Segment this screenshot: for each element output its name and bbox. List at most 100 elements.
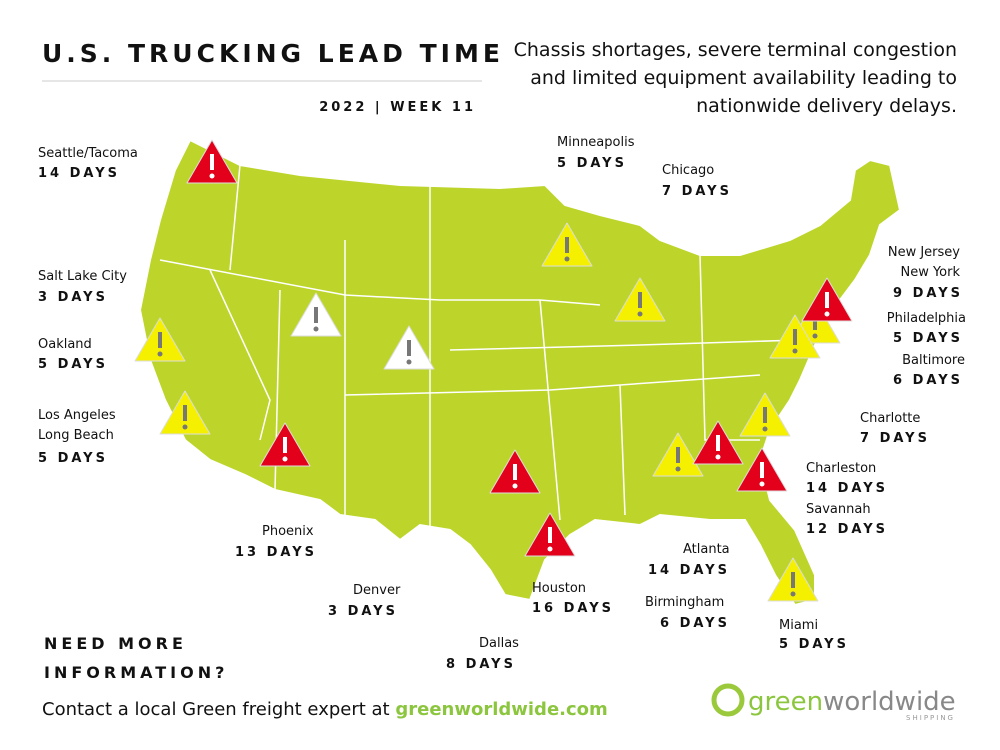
warning-icon <box>767 557 819 602</box>
warning-bar <box>763 407 767 423</box>
city-name: Los Angeles <box>38 408 116 423</box>
warning-bar <box>793 329 797 345</box>
lead-time: 6 DAYS <box>660 616 730 631</box>
logo-green: green <box>748 687 823 717</box>
city-name: Minneapolis <box>557 135 635 150</box>
warning-bar <box>565 237 569 253</box>
lead-time: 7 DAYS <box>662 184 732 199</box>
warning-dot <box>313 326 319 332</box>
warning-dot <box>675 466 681 472</box>
warning-icon <box>290 292 342 337</box>
city-name: Charlotte <box>860 411 920 426</box>
city-labels: Seattle/Tacoma 14 DAYS Salt Lake City 3 DAY… <box>38 135 966 672</box>
warning-icon <box>134 317 186 362</box>
lead-time: 3 DAYS <box>38 290 108 305</box>
city-name: Birmingham <box>645 595 724 610</box>
city-name: Savannah <box>806 502 871 517</box>
warning-dot <box>715 454 721 460</box>
warning-dot <box>790 591 796 597</box>
logo-text: greenworldwide <box>748 687 956 717</box>
title: U.S. TRUCKING LEAD TIME <box>42 39 504 68</box>
contact-text: Contact a local Green freight expert at <box>42 699 395 720</box>
lead-time: 14 DAYS <box>38 166 120 181</box>
lead-time: 5 DAYS <box>779 637 849 652</box>
logo-mark <box>711 683 745 717</box>
warning-icon <box>489 449 541 494</box>
warning-dot <box>209 173 215 179</box>
warning-icon <box>692 420 744 465</box>
lead-time: 13 DAYS <box>235 545 317 560</box>
warning-icon <box>541 222 593 267</box>
warning-bar <box>638 292 642 308</box>
warning-dot <box>282 456 288 462</box>
lead-time: 8 DAYS <box>446 657 516 672</box>
warning-dot <box>792 348 798 354</box>
lead-time: 16 DAYS <box>532 601 614 616</box>
warning-icon <box>769 314 821 359</box>
warning-icons <box>134 139 853 602</box>
description: Chassis shortages, severe terminal conge… <box>514 39 957 117</box>
warning-icon <box>614 277 666 322</box>
warning-bar <box>716 435 720 451</box>
city-name: Phoenix <box>262 524 314 539</box>
warning-bar <box>760 462 764 478</box>
warning-icon <box>801 277 853 322</box>
city-name: Long Beach <box>38 428 114 443</box>
lead-time: 5 DAYS <box>557 156 627 171</box>
warning-dot <box>759 481 765 487</box>
warning-dot <box>406 359 412 365</box>
contact: Contact a local Green freight expert at … <box>42 699 608 720</box>
city-name: Denver <box>353 583 401 598</box>
us-map <box>138 138 902 607</box>
lead-time: 5 DAYS <box>893 331 963 346</box>
lead-time: 9 DAYS <box>893 286 963 301</box>
warning-bar <box>548 527 552 543</box>
lead-time: 5 DAYS <box>38 451 108 466</box>
city-name: Salt Lake City <box>38 269 127 284</box>
warning-dot <box>762 426 768 432</box>
city-name: Chicago <box>662 163 714 178</box>
warning-dot <box>564 256 570 262</box>
warning-dot <box>812 333 818 339</box>
city-name: Oakland <box>38 337 92 352</box>
week: 2022 | WEEK 11 <box>319 100 476 115</box>
description-line: nationwide delivery delays. <box>696 95 957 117</box>
warning-icon <box>739 392 791 437</box>
logo-sub: SHIPPING <box>906 714 955 722</box>
footer: NEED MORE INFORMATION? Contact a local G… <box>42 634 608 720</box>
warning-bar <box>210 154 214 170</box>
warning-bar <box>183 405 187 421</box>
city-name: New York <box>900 265 960 280</box>
state-lines <box>159 164 801 540</box>
warning-icon <box>652 432 704 477</box>
city-name: Atlanta <box>683 542 730 557</box>
lead-time: 7 DAYS <box>860 431 930 446</box>
warning-dot <box>157 351 163 357</box>
warning-bar <box>314 307 318 323</box>
description-line: Chassis shortages, severe terminal conge… <box>514 39 957 61</box>
lead-time: 3 DAYS <box>328 604 398 619</box>
warning-bar <box>407 340 411 356</box>
city-name: Baltimore <box>902 353 965 368</box>
warning-bar <box>825 292 829 308</box>
warning-dot <box>512 483 518 489</box>
city-name: New Jersey <box>888 245 960 260</box>
warning-bar <box>283 437 287 453</box>
warning-icon <box>159 390 211 435</box>
city-name: Philadelphia <box>887 311 966 326</box>
warning-bar <box>791 572 795 588</box>
logo-rest: worldwide <box>823 687 956 717</box>
warning-dot <box>637 311 643 317</box>
city-name: Dallas <box>479 636 519 651</box>
warning-dot <box>182 424 188 430</box>
lead-time: 14 DAYS <box>806 481 888 496</box>
link[interactable]: greenworldwide.com <box>395 699 607 720</box>
warning-icon <box>259 422 311 467</box>
description-line: and limited equipment availability leadi… <box>530 67 957 89</box>
warning-bar <box>676 447 680 463</box>
lead-time: 5 DAYS <box>38 357 108 372</box>
warning-icon <box>736 447 788 492</box>
city-name: Charleston <box>806 461 876 476</box>
warning-bar <box>158 332 162 348</box>
warning-icon <box>186 139 238 184</box>
